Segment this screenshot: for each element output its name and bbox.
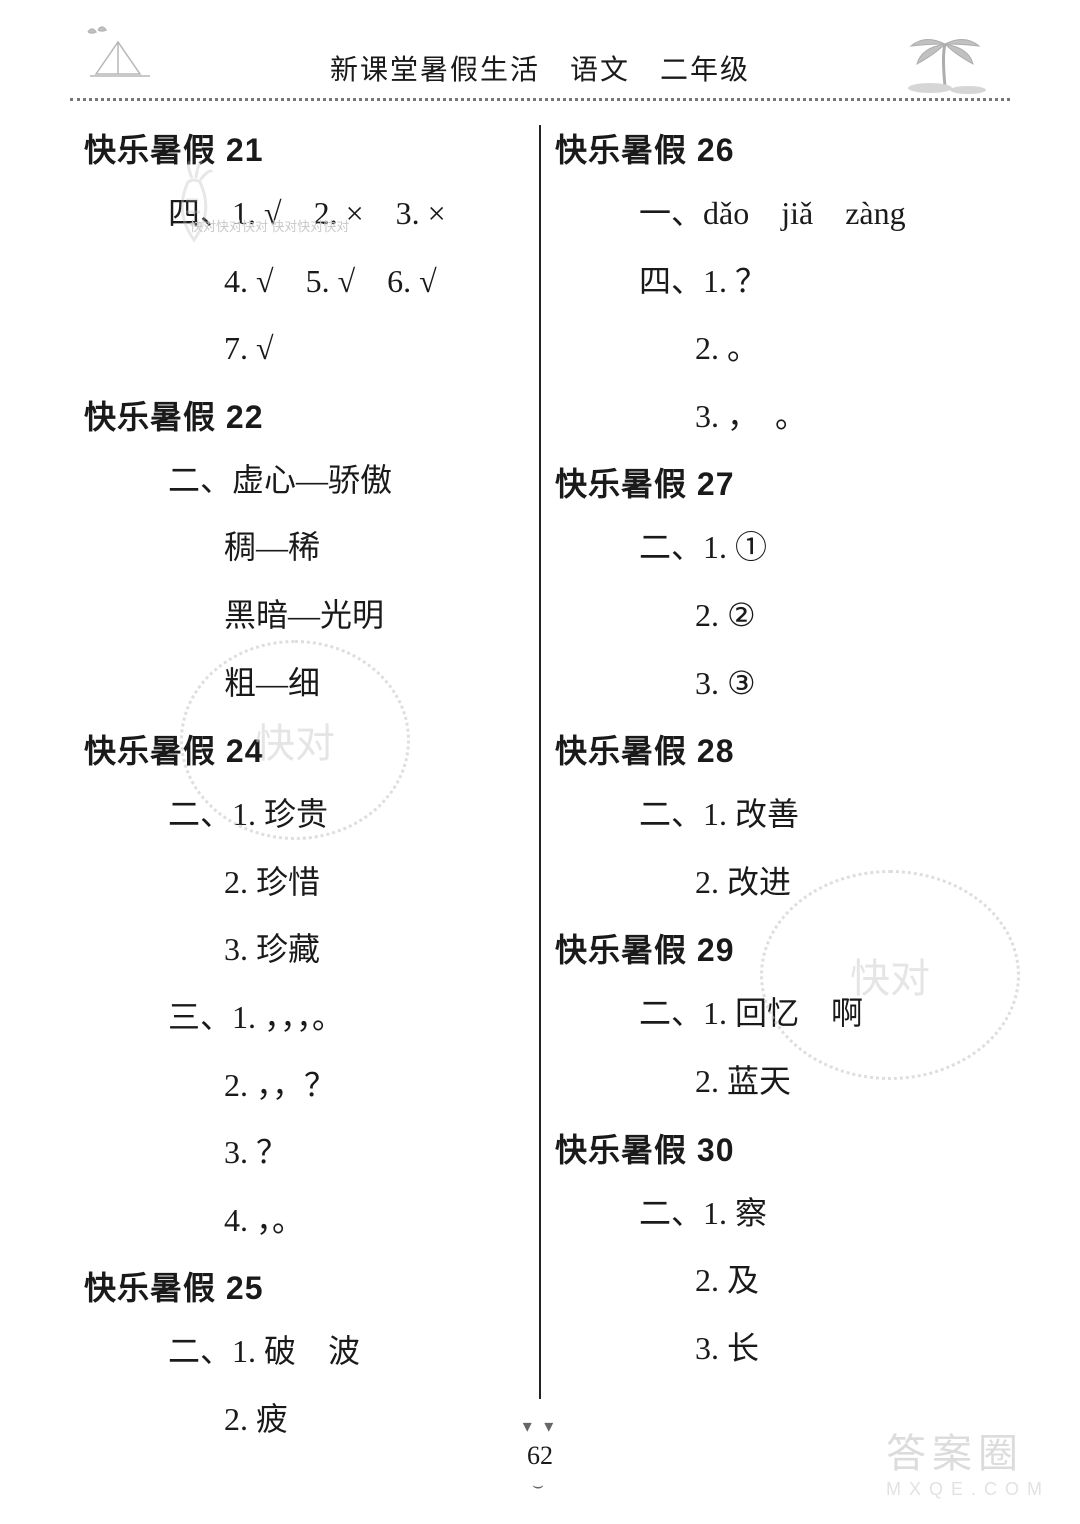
section-heading: 快乐暑假 29 <box>555 925 996 971</box>
answer-line: 2. 蓝天 <box>555 1057 996 1107</box>
answer-line: 3. 珍藏 <box>84 925 525 975</box>
answer-line: 二、1. 察 <box>555 1189 996 1239</box>
left-column: 快乐暑假 21 四、1. √ 2. × 3. × 4. √ 5. √ 6. √ 7. … <box>70 119 539 1409</box>
content-columns: 快乐暑假 21 四、1. √ 2. × 3. × 4. √ 5. √ 6. √ 7. … <box>70 119 1010 1409</box>
right-column: 快乐暑假 26 一、dǎo jiǎ zàng 四、1. ？ 2. 。 3. ， 。快乐暑… <box>541 119 1010 1409</box>
answer-line: 3. ③ <box>555 659 996 709</box>
answer-line: 粗—细 <box>84 659 525 709</box>
answer-line: 2. ② <box>555 591 996 641</box>
answer-line: 4. √ 5. √ 6. √ <box>84 257 525 307</box>
answer-line: 2. 及 <box>555 1256 996 1306</box>
footer-deco-bottom: ⌣ <box>0 1475 1080 1496</box>
answer-line: 2. ，，？ <box>84 1061 525 1111</box>
section-heading: 快乐暑假 21 <box>84 125 525 171</box>
section-heading: 快乐暑假 22 <box>84 392 525 438</box>
answer-line: 二、1. 改善 <box>555 790 996 840</box>
answer-line: 3. ？ <box>84 1128 525 1178</box>
tent-butterfly-icon <box>80 26 170 87</box>
answer-line: 2. 。 <box>555 324 996 374</box>
answer-line: 二、虚心—骄傲 <box>84 456 525 506</box>
page-footer: ▾ ▾ 62 ⌣ <box>0 1416 1080 1496</box>
answer-line: 黑暗—光明 <box>84 591 525 641</box>
section-heading: 快乐暑假 26 <box>555 125 996 171</box>
answer-line: 二、1. ① <box>555 523 996 573</box>
answer-line: 3. 长 <box>555 1324 996 1374</box>
section-heading: 快乐暑假 25 <box>84 1263 525 1309</box>
answer-line: 4. ，。 <box>84 1196 525 1246</box>
answer-line: 四、1. √ 2. × 3. × <box>84 189 525 239</box>
page-header-title: 新课堂暑假生活 语文 二年级 <box>70 48 1010 88</box>
answer-line: 一、dǎo jiǎ zàng <box>555 189 996 239</box>
palm-tree-icon <box>890 26 1000 101</box>
answer-line: 二、1. 珍贵 <box>84 790 525 840</box>
answer-line: 3. ， 。 <box>555 392 996 442</box>
answer-line: 三、1. ，，，。 <box>84 993 525 1043</box>
answer-line: 2. 珍惜 <box>84 858 525 908</box>
answer-line: 2. 改进 <box>555 858 996 908</box>
answer-line: 四、1. ？ <box>555 257 996 307</box>
page: 新课堂暑假生活 语文 二年级 快对快对快对 快对快对快对 快对 快对 快乐暑假 … <box>0 0 1080 1524</box>
section-heading: 快乐暑假 30 <box>555 1125 996 1171</box>
section-heading: 快乐暑假 24 <box>84 726 525 772</box>
answer-line: 二、1. 回忆 啊 <box>555 989 996 1039</box>
section-heading: 快乐暑假 27 <box>555 459 996 505</box>
answer-line: 二、1. 破 波 <box>84 1327 525 1377</box>
footer-deco-top: ▾ ▾ <box>0 1416 1080 1437</box>
answer-line: 稠—稀 <box>84 523 525 573</box>
header-divider <box>70 98 1010 101</box>
answer-line: 7. √ <box>84 324 525 374</box>
page-number: 62 <box>513 1437 567 1475</box>
section-heading: 快乐暑假 28 <box>555 726 996 772</box>
